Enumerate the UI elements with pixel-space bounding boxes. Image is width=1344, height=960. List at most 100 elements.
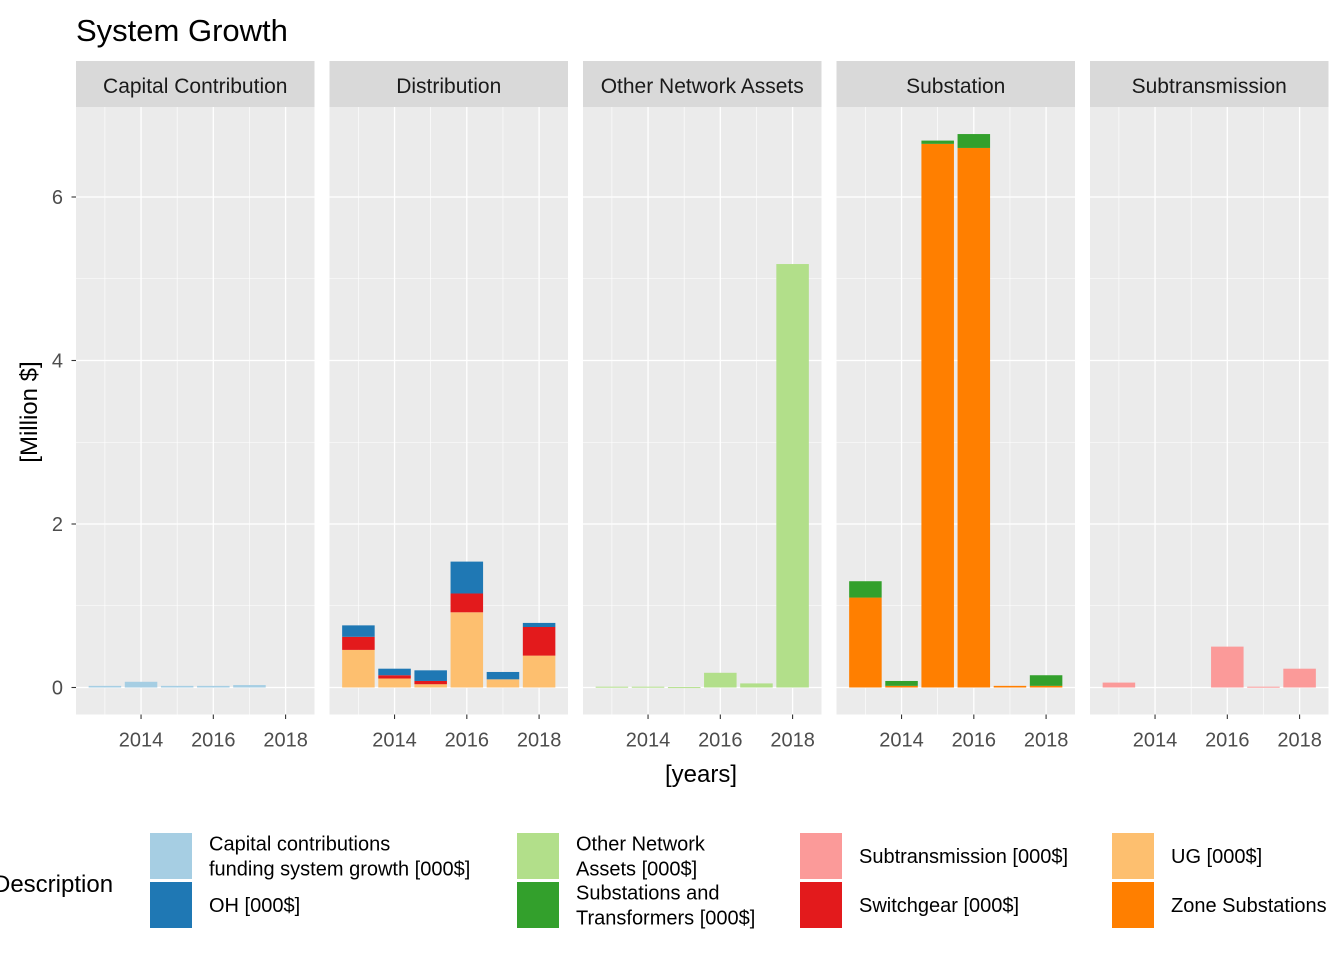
bar-segment-ona xyxy=(667,687,701,689)
bar-segment-cap xyxy=(233,685,266,688)
x-tick-label: 2018 xyxy=(1277,730,1322,752)
bar-segment-ona xyxy=(704,672,737,688)
facet-panel: Substation 2014 2016 2018 xyxy=(836,61,1075,752)
legend-item-sub: Subtransmission [000$] xyxy=(800,833,1068,879)
bar-segment-sat xyxy=(885,680,918,686)
bar-segment-ona xyxy=(631,686,665,688)
x-tick-label: 2014 xyxy=(879,730,924,752)
bar-segment-ona xyxy=(595,686,629,688)
legend-title: Description xyxy=(0,871,113,898)
facet-strip xyxy=(1090,61,1329,107)
bar-segment-zs xyxy=(957,147,991,688)
bar-segment-sat xyxy=(921,140,954,144)
facet-strip xyxy=(329,61,568,107)
bar-segment-cap xyxy=(88,685,122,688)
legend-swatch xyxy=(517,882,559,928)
bar-segment-zs xyxy=(993,685,1027,688)
bar-segment-zs xyxy=(921,143,954,688)
legend-item-ug: UG [000$] xyxy=(1112,833,1262,879)
facet-strip-label: Other Network Assets xyxy=(601,75,804,98)
legend: Description Capital contributions funding … xyxy=(0,833,1327,930)
legend-swatch xyxy=(800,833,842,879)
bar-segment-oh xyxy=(522,622,556,628)
legend-label: Subtransmission [000$] xyxy=(859,846,1068,868)
facet-strip xyxy=(76,61,315,107)
bar-segment-ug xyxy=(342,649,375,688)
bar-segment-sat xyxy=(849,581,882,598)
bar-segment-zs xyxy=(1029,685,1063,688)
legend-item-zs: Zone Substations xyxy=(1112,882,1327,928)
bar-segment-oh xyxy=(378,668,411,676)
x-axis-title: [years] xyxy=(665,761,737,788)
bar-segment-sw xyxy=(522,627,556,656)
facet-strip-label: Subtransmission xyxy=(1132,75,1287,98)
legend-label-line: funding system growth [000$] xyxy=(209,859,470,881)
legend-label: Zone Substations xyxy=(1171,895,1327,917)
x-tick-label: 2018 xyxy=(517,730,562,752)
facet-strip-label: Distribution xyxy=(396,75,501,98)
legend-item-ona: Other Network Assets [000$] xyxy=(517,833,706,881)
x-tick-label: 2014 xyxy=(372,730,417,752)
y-tick-label: 2 xyxy=(52,514,63,536)
x-tick-label: 2018 xyxy=(1024,730,1069,752)
bar-segment-oh xyxy=(414,670,447,681)
x-tick-label: 2016 xyxy=(1205,730,1250,752)
bar-segment-ug xyxy=(414,684,447,688)
y-tick-label: 6 xyxy=(52,187,63,209)
bar-segment-sw xyxy=(342,636,375,650)
legend-label: Substations and Transformers [000$] xyxy=(576,883,755,930)
x-tick-label: 2018 xyxy=(263,730,308,752)
x-tick-label: 2014 xyxy=(119,730,164,752)
x-tick-label: 2018 xyxy=(770,730,815,752)
bar-segment-ug xyxy=(486,679,520,688)
bar-segment-cap xyxy=(197,685,230,688)
facet-panel: Subtransmission 2014 2016 2018 xyxy=(1090,61,1329,752)
x-tick-label: 2016 xyxy=(952,730,997,752)
facet-panel: Distribution 2014 2016 2018 xyxy=(329,61,568,752)
legend-swatch xyxy=(150,833,192,879)
facet-strip-label: Substation xyxy=(906,75,1005,98)
x-tick-label: 2014 xyxy=(626,730,671,752)
legend-label: Switchgear [000$] xyxy=(859,895,1019,917)
legend-label-line: Switchgear [000$] xyxy=(859,895,1019,917)
facet-panel: Other Network Assets 2014 2016 2018 xyxy=(583,61,822,752)
bar-segment-sub xyxy=(1211,646,1244,688)
legend-label-line: Transformers [000$] xyxy=(576,908,755,930)
bar-segment-sub xyxy=(1247,686,1280,688)
bar-segment-ug xyxy=(522,655,556,688)
legend-label-line: Assets [000$] xyxy=(576,859,697,881)
bar-segment-oh xyxy=(342,625,375,637)
bar-segment-ug xyxy=(450,612,484,688)
bar-segment-zs xyxy=(849,597,882,688)
panel-background xyxy=(1090,107,1329,715)
panel-background xyxy=(329,107,568,715)
bar-segment-sat xyxy=(1029,675,1063,686)
facet-strip-label: Capital Contribution xyxy=(103,75,287,98)
y-tick-label: 4 xyxy=(52,351,63,373)
y-tick-label: 0 xyxy=(52,678,63,700)
legend-label: Capital contributions funding system grow… xyxy=(209,834,470,881)
bar-segment-oh xyxy=(450,561,484,594)
legend-swatch xyxy=(800,882,842,928)
legend-label: Other Network Assets [000$] xyxy=(576,834,706,881)
legend-label-line: OH [000$] xyxy=(209,895,300,917)
legend-label-line: Subtransmission [000$] xyxy=(859,846,1068,868)
legend-item-sat: Substations and Transformers [000$] xyxy=(517,882,755,930)
legend-label-line: Substations and xyxy=(576,883,719,905)
x-tick-label: 2016 xyxy=(698,730,743,752)
x-tick-label: 2016 xyxy=(191,730,236,752)
panel-background xyxy=(76,107,315,715)
legend-label-line: UG [000$] xyxy=(1171,846,1262,868)
legend-label-line: Other Network xyxy=(576,834,706,856)
bar-segment-cap xyxy=(124,681,158,688)
legend-label-line: Capital contributions xyxy=(209,834,390,856)
bar-segment-cap xyxy=(160,685,194,688)
legend-swatch xyxy=(1112,882,1154,928)
bar-segment-sw xyxy=(414,680,447,685)
legend-label-line: Zone Substations xyxy=(1171,895,1327,917)
bar-segment-oh xyxy=(486,671,520,680)
x-tick-label: 2016 xyxy=(445,730,490,752)
facet-panel: Capital Contribution 2014 2016 2018 xyxy=(76,61,315,752)
